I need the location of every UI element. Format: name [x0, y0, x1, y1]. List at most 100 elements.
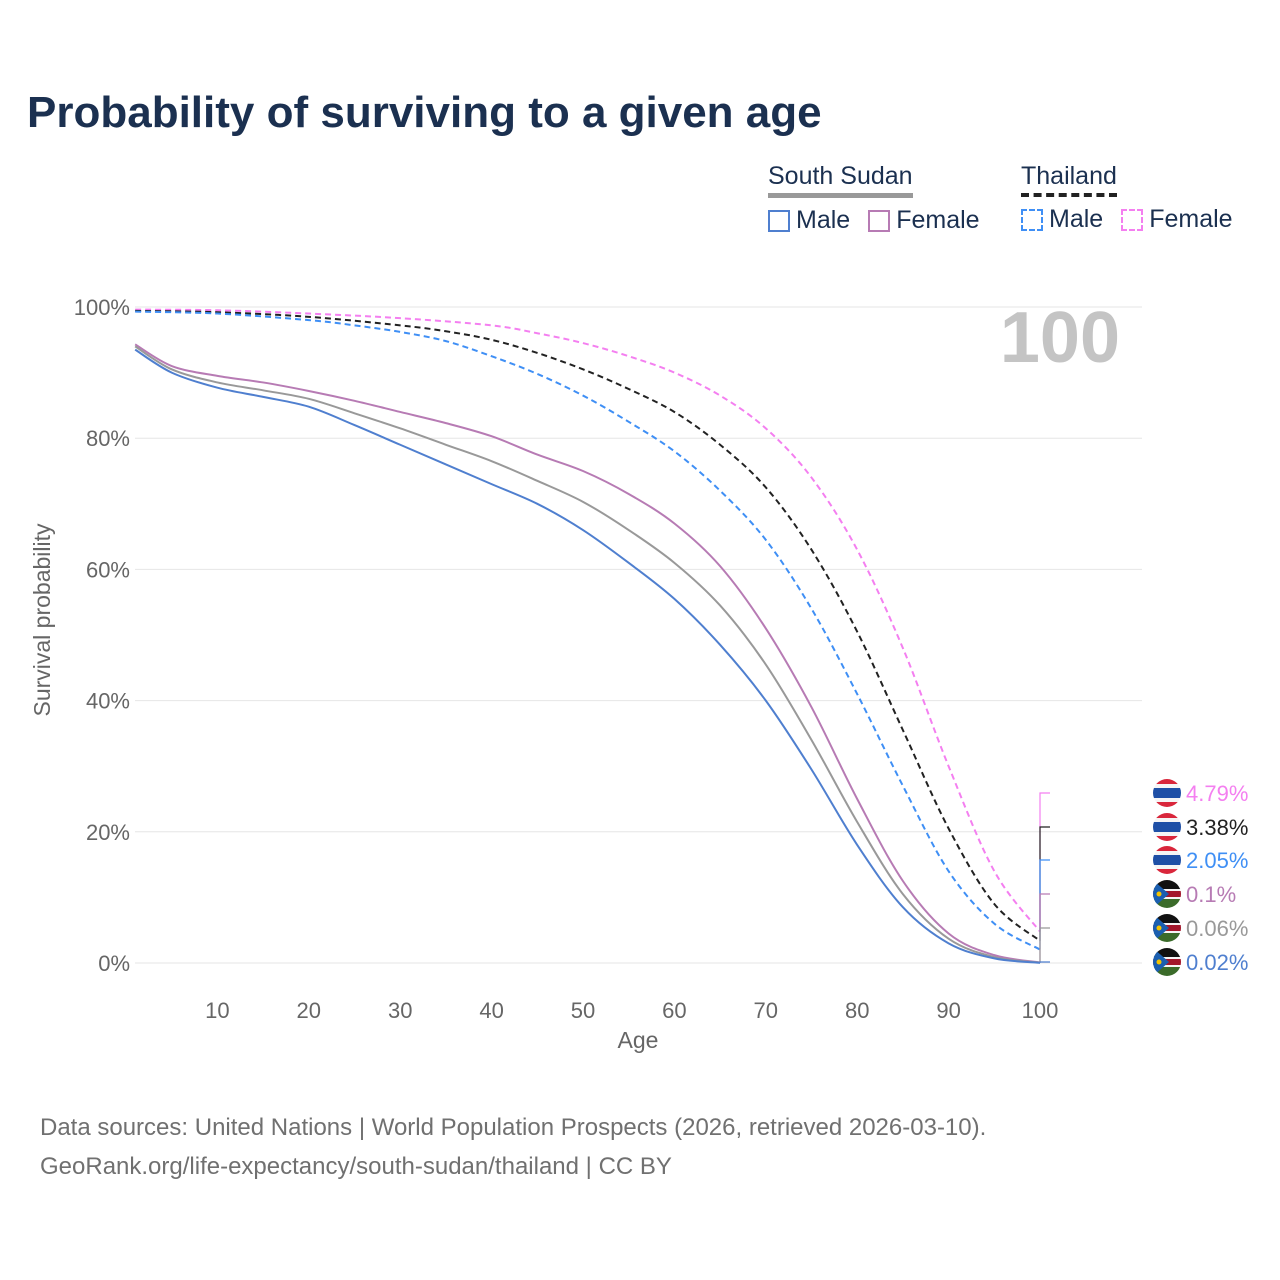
flag-stripe	[1153, 914, 1181, 923]
thailand-flag-icon	[1153, 779, 1181, 807]
flag-body	[1153, 948, 1181, 976]
chart-title: Probability of surviving to a given age	[27, 88, 822, 137]
x-tick-label: 60	[662, 998, 686, 1023]
thailand-flag-icon	[1153, 846, 1181, 874]
x-axis-label: Age	[618, 1027, 659, 1053]
flag-stripe	[1153, 802, 1181, 807]
flag-body	[1153, 914, 1181, 942]
south-sudan-flag-icon	[1153, 914, 1181, 942]
source-line-2[interactable]: GeoRank.org/life-expectancy/south-sudan/…	[40, 1153, 672, 1180]
flag-stripe	[1153, 784, 1181, 788]
legend-item-ss-male[interactable]: Male	[768, 206, 850, 235]
flag-stripe	[1153, 798, 1181, 802]
x-tick-label: 90	[936, 998, 960, 1023]
x-tick-label: 50	[571, 998, 595, 1023]
flag-stripe	[1153, 851, 1181, 855]
end-connector	[1039, 961, 1050, 963]
end-connector	[1039, 826, 1050, 941]
flag-stripe	[1153, 869, 1181, 874]
flag-stripe	[1153, 846, 1181, 851]
x-tick-label: 30	[388, 998, 412, 1023]
legend-label: Female	[1149, 205, 1233, 233]
flag-star	[1156, 959, 1162, 965]
series-line-south-sudan-female	[134, 343, 1041, 964]
flag-stripe	[1153, 889, 1181, 891]
flag-stripe	[1153, 967, 1181, 976]
legend-label: Female	[896, 206, 980, 234]
flag-star	[1156, 925, 1162, 931]
y-tick-label: 40%	[86, 689, 130, 714]
y-tick-label: 0%	[98, 951, 130, 976]
legend-item-ss-female[interactable]: Female	[868, 206, 980, 235]
end-value-label: 0.02%	[1186, 950, 1248, 975]
flag-stripe	[1153, 880, 1181, 889]
flag-stripe	[1153, 957, 1181, 959]
x-tick-label: 40	[479, 998, 503, 1023]
legend-thailand: Thailand Male Female	[1021, 162, 1233, 234]
flag-stripe	[1153, 923, 1181, 925]
age-marker: 100	[1000, 298, 1120, 378]
flag-stripe	[1153, 897, 1181, 899]
flag-stripe	[1153, 948, 1181, 957]
south-sudan-flag-icon	[1153, 948, 1181, 976]
series-line-thailand-total	[135, 309, 1041, 942]
legend-label: Male	[1049, 205, 1104, 233]
source-note: Data sources: United Nations | World Pop…	[40, 1108, 986, 1186]
x-tick-label: 80	[845, 998, 869, 1023]
flag-stripe	[1153, 832, 1181, 836]
y-tick-label: 60%	[86, 557, 130, 582]
legend-country-label: South Sudan	[768, 162, 913, 198]
legend-item-th-male[interactable]: Male	[1021, 205, 1103, 234]
flag-stripe	[1153, 818, 1181, 822]
flag-stripe	[1153, 836, 1181, 841]
end-connector	[1039, 927, 1050, 963]
flag-stripe	[1153, 865, 1181, 869]
flag-stripe	[1153, 931, 1181, 933]
flag-stripe	[1153, 965, 1181, 967]
flag-body	[1153, 880, 1181, 908]
x-tick-label: 70	[754, 998, 778, 1023]
flag-body	[1153, 813, 1181, 841]
end-connector	[1039, 859, 1050, 950]
legend-label: Male	[796, 206, 851, 234]
end-connector	[1039, 792, 1050, 932]
flag-stripe	[1153, 899, 1181, 908]
flag-stripe	[1153, 822, 1181, 832]
source-line-1: Data sources: United Nations | World Pop…	[40, 1114, 987, 1141]
flag-body	[1153, 779, 1181, 807]
series-line-south-sudan-total	[134, 345, 1041, 964]
y-axis-label: Survival probability	[29, 523, 55, 717]
y-tick-label: 20%	[86, 820, 130, 845]
legend-swatch	[1121, 208, 1144, 231]
legend-swatch	[768, 209, 790, 232]
series-line-thailand-female	[135, 308, 1041, 933]
end-value-label: 4.79%	[1186, 781, 1248, 806]
legend-swatch	[868, 209, 891, 232]
end-value-label: 0.1%	[1186, 882, 1236, 907]
end-value-label: 2.05%	[1186, 848, 1248, 873]
flag-stripe	[1153, 933, 1181, 942]
x-tick-label: 100	[1022, 998, 1059, 1023]
thailand-flag-icon	[1153, 813, 1181, 841]
x-tick-label: 20	[297, 998, 321, 1023]
end-value-label: 3.38%	[1186, 815, 1248, 840]
series-line-south-sudan-male	[134, 348, 1041, 964]
series-line-thailand-male	[135, 310, 1041, 951]
south-sudan-flag-icon	[1153, 880, 1181, 908]
y-tick-label: 80%	[86, 426, 130, 451]
legend-country-label: Thailand	[1021, 162, 1117, 197]
legend-swatch	[1021, 208, 1043, 231]
flag-stripe	[1153, 779, 1181, 784]
flag-stripe	[1153, 855, 1181, 865]
legend-south-sudan: South Sudan Male Female	[768, 162, 980, 235]
end-value-label: 0.06%	[1186, 916, 1248, 941]
flag-stripe	[1153, 813, 1181, 818]
flag-star	[1156, 891, 1162, 897]
legend-item-th-female[interactable]: Female	[1121, 205, 1233, 234]
x-tick-label: 10	[205, 998, 229, 1023]
y-tick-label: 100%	[74, 295, 130, 320]
flag-stripe	[1153, 788, 1181, 798]
flag-body	[1153, 846, 1181, 874]
